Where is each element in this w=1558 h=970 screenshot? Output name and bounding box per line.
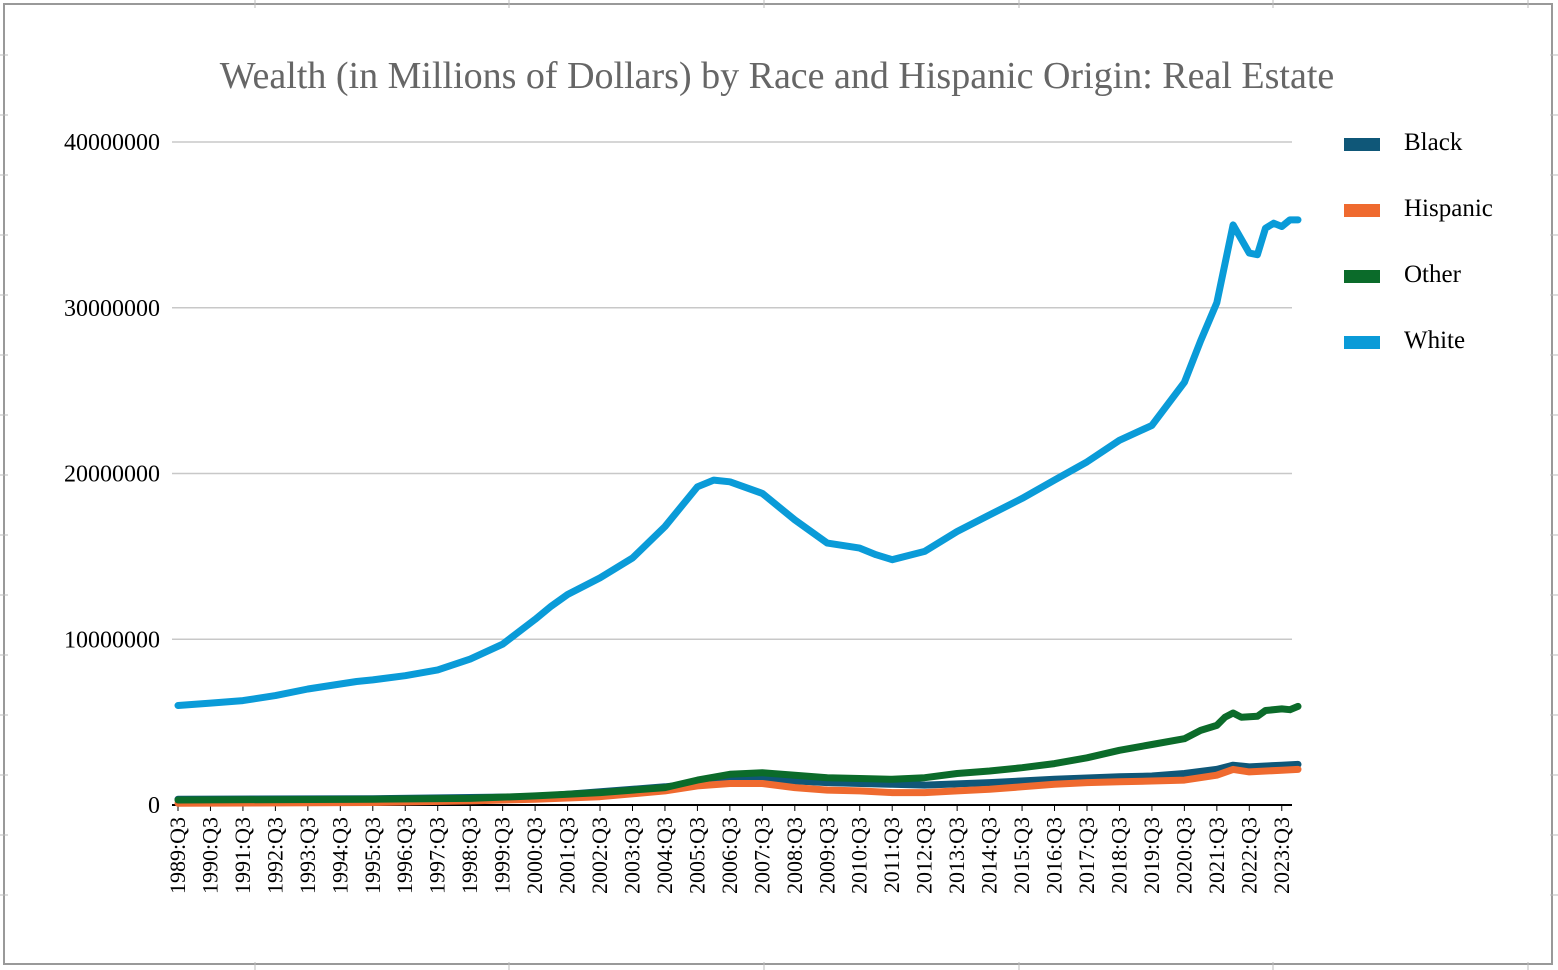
x-tick-label: 2012:Q3 [912,817,937,894]
x-tick-label: 1995:Q3 [360,817,385,894]
legend-swatch-black [1344,138,1380,151]
x-tick-label: 1999:Q3 [490,817,515,894]
x-tick-label: 1993:Q3 [295,817,320,894]
x-tick-label: 2000:Q3 [522,817,547,894]
x-tick-label: 2011:Q3 [879,817,904,893]
x-tick-label: 2018:Q3 [1106,817,1131,894]
x-tick-label: 1989:Q3 [165,817,190,894]
legend-label-black: Black [1404,129,1463,156]
legend-label-white: White [1404,327,1465,354]
x-tick-label: 1990:Q3 [197,817,222,894]
y-tick-label: 20000000 [64,462,160,488]
x-tick-label: 2010:Q3 [847,817,872,894]
x-tick-label: 2009:Q3 [814,817,839,894]
x-tick-label: 2004:Q3 [652,817,677,894]
chart-title: Wealth (in Millions of Dollars) by Race … [220,55,1335,97]
x-tick-label: 2015:Q3 [1009,817,1034,894]
y-tick-label: 40000000 [64,130,160,156]
x-tick-label: 2023:Q3 [1269,817,1294,894]
x-tick-label: 2007:Q3 [749,817,774,894]
y-tick-label: 10000000 [64,627,160,653]
legend-swatch-hispanic [1344,204,1380,217]
x-tick-label: 2014:Q3 [977,817,1002,894]
x-tick-label: 1994:Q3 [327,817,352,894]
legend: Black Hispanic Other White [1344,129,1493,354]
series-line-hispanic [174,765,1302,807]
y-tick-label: 0 [148,793,160,819]
y-axis-tick-labels: 0 10000000 20000000 30000000 40000000 [64,130,160,819]
x-tick-label: 1998:Q3 [457,817,482,894]
x-tick-label: 1992:Q3 [262,817,287,894]
x-tick-label: 2005:Q3 [684,817,709,894]
x-tick-label: 2019:Q3 [1139,817,1164,894]
x-tick-label: 2020:Q3 [1171,817,1196,894]
x-tick-label: 1996:Q3 [392,817,417,894]
x-tick-label: 2008:Q3 [782,817,807,894]
series-line-white [174,216,1302,709]
x-tick-label: 2013:Q3 [944,817,969,894]
series-lines [174,216,1302,807]
x-tick-label: 1991:Q3 [230,817,255,894]
x-tick-label: 2016:Q3 [1042,817,1067,894]
x-axis-tick-labels: 1989:Q3 1990:Q3 1991:Q3 1992:Q3 1993:Q3 1994:… [165,805,1294,894]
legend-swatch-white [1344,336,1380,349]
x-tick-label: 2017:Q3 [1074,817,1099,894]
y-tick-label: 30000000 [64,296,160,322]
legend-label-other: Other [1404,261,1462,288]
x-tick-label: 2021:Q3 [1204,817,1229,894]
legend-swatch-other [1344,270,1380,283]
x-tick-label: 2022:Q3 [1236,817,1261,894]
x-tick-label: 2006:Q3 [717,817,742,894]
legend-label-hispanic: Hispanic [1404,195,1493,222]
series-line-other [174,702,1302,804]
x-tick-label: 2001:Q3 [555,817,580,894]
x-tick-label: 1997:Q3 [425,817,450,894]
x-tick-label: 2003:Q3 [619,817,644,894]
x-tick-label: 2002:Q3 [587,817,612,894]
